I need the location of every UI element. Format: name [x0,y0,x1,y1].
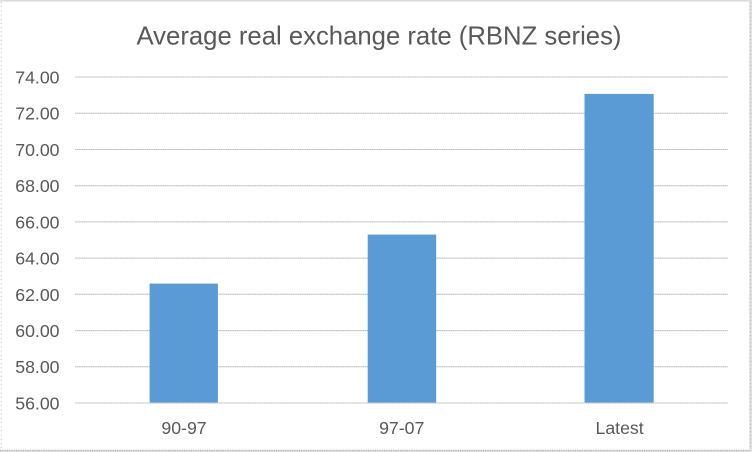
svg-text:97-07: 97-07 [379,418,424,438]
svg-text:Average real exchange rate (RB: Average real exchange rate (RBNZ series) [137,23,622,51]
svg-text:62.00: 62.00 [15,285,59,305]
svg-text:58.00: 58.00 [15,357,59,377]
svg-text:68.00: 68.00 [15,176,59,196]
svg-text:64.00: 64.00 [15,249,59,269]
svg-text:74.00: 74.00 [15,67,59,87]
svg-text:Latest: Latest [596,418,644,438]
svg-text:56.00: 56.00 [15,393,59,413]
svg-text:70.00: 70.00 [15,140,59,160]
svg-text:66.00: 66.00 [15,212,59,232]
svg-text:90-97: 90-97 [161,418,206,438]
svg-text:60.00: 60.00 [15,321,59,341]
svg-text:72.00: 72.00 [15,104,59,124]
